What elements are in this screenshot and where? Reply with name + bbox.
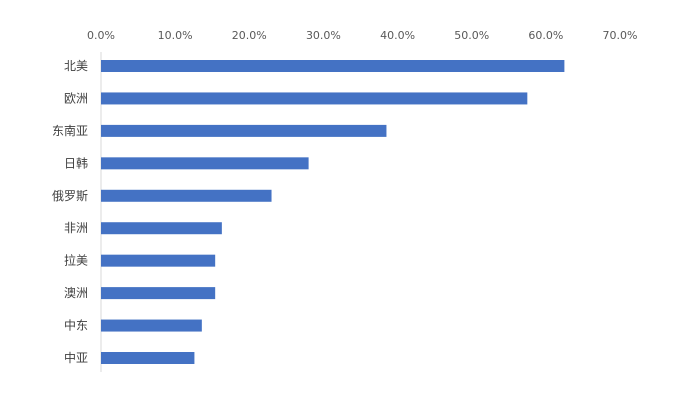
category-label: 欧洲 (64, 91, 88, 105)
category-label: 中亚 (64, 350, 88, 365)
value-tick-label: 60.0% (528, 29, 563, 42)
bar (101, 287, 216, 300)
bar (101, 92, 528, 105)
category-label: 俄罗斯 (52, 189, 88, 203)
value-tick-label: 20.0% (232, 29, 267, 42)
value-tick-label: 70.0% (603, 29, 638, 42)
category-label: 中东 (64, 318, 88, 333)
value-tick-label: 30.0% (306, 29, 341, 42)
bar (101, 124, 387, 137)
bar (101, 222, 222, 235)
category-label: 北美 (64, 59, 88, 73)
value-axis-ticks: 0.0% 10.0% 20.0% 30.0% 40.0% 50.0% 60.0% 70.0% (87, 29, 637, 42)
bar (101, 319, 202, 332)
value-tick-label: 0.0% (87, 29, 115, 42)
bar (101, 60, 565, 72)
bar (101, 157, 309, 170)
bar (101, 189, 272, 202)
value-tick-label: 40.0% (380, 29, 415, 42)
bar (101, 352, 195, 364)
category-label: 东南亚 (52, 123, 88, 138)
category-label: 非洲 (64, 221, 88, 235)
bars-group (101, 60, 565, 364)
category-label: 拉美 (64, 253, 88, 268)
category-label: 澳洲 (64, 286, 88, 300)
value-tick-label: 10.0% (158, 29, 193, 42)
bar (101, 254, 216, 267)
category-label: 日韩 (64, 155, 88, 170)
value-tick-label: 50.0% (454, 29, 489, 42)
